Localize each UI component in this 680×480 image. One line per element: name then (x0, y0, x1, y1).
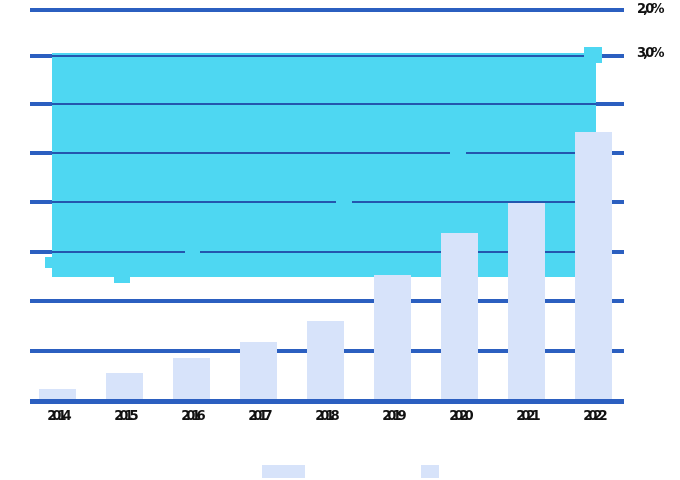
x-axis-label: 2021 (516, 409, 540, 424)
x-axis-label: 2017 (248, 409, 272, 424)
x-axis-label: 2018 (315, 409, 339, 424)
gridline (30, 8, 624, 12)
x-axis-label: 2019 (382, 409, 406, 424)
legend-swatch-1[interactable] (262, 465, 305, 478)
x-axis-label: 2014 (47, 409, 71, 424)
bar-2014[interactable] (39, 389, 76, 399)
x-axis-label: 2016 (181, 409, 205, 424)
cyan-notch-bottom (114, 277, 130, 283)
thin-gridline (52, 152, 450, 154)
x-axis-label: 2020 (449, 409, 473, 424)
bar-2015[interactable] (106, 373, 143, 399)
x-axis-line (30, 399, 624, 404)
right-axis-label-bottom: 3,0% (637, 46, 664, 61)
thin-gridline (466, 152, 596, 154)
bar-2022[interactable] (575, 132, 612, 399)
x-axis-label: 2015 (114, 409, 138, 424)
right-axis-label-top: 2,0% (637, 2, 664, 17)
x-axis-label: 2022 (583, 409, 607, 424)
thin-gridline (52, 201, 336, 203)
thin-gridline (52, 103, 596, 105)
bar-2021[interactable] (508, 203, 545, 399)
bar-2020[interactable] (441, 233, 478, 399)
thin-gridline (200, 251, 596, 253)
cyan-notch-left (45, 257, 53, 268)
legend-swatch-2[interactable] (421, 465, 439, 478)
thin-gridline (352, 201, 596, 203)
thin-gridline (52, 251, 185, 253)
bar-2017[interactable] (240, 342, 277, 399)
bar-2019[interactable] (374, 275, 411, 399)
cyan-series-block (52, 53, 596, 277)
bar-2018[interactable] (307, 321, 344, 399)
bar-2016[interactable] (173, 358, 210, 399)
cyan-notch-top-right (584, 47, 602, 63)
gridline (30, 299, 624, 303)
thin-gridline (52, 54, 584, 57)
